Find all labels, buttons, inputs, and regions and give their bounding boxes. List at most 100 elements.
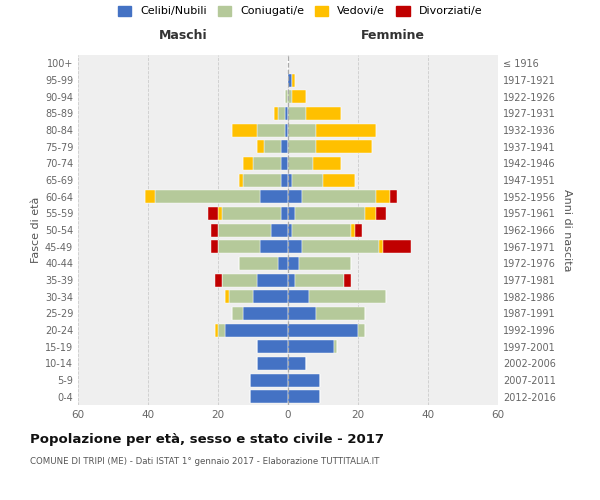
Bar <box>288 374 320 386</box>
Bar <box>274 107 277 120</box>
Bar <box>288 174 292 186</box>
Bar <box>295 274 344 286</box>
Bar <box>316 307 365 320</box>
Bar <box>221 207 281 220</box>
Bar <box>221 274 257 286</box>
Bar <box>316 140 372 153</box>
Bar <box>215 324 218 336</box>
Bar <box>288 224 292 236</box>
Bar <box>257 274 288 286</box>
Bar <box>288 324 358 336</box>
Bar <box>284 124 288 136</box>
Bar <box>288 140 316 153</box>
Bar <box>257 140 263 153</box>
Bar <box>253 290 288 303</box>
Bar <box>379 240 383 253</box>
Bar <box>218 207 221 220</box>
Bar <box>305 107 341 120</box>
Bar <box>288 274 295 286</box>
Bar <box>323 174 355 186</box>
Bar <box>344 274 351 286</box>
Bar <box>288 74 292 86</box>
Bar <box>271 224 288 236</box>
Text: Femmine: Femmine <box>361 28 425 42</box>
Bar <box>229 290 253 303</box>
Bar <box>299 257 351 270</box>
Bar <box>260 240 288 253</box>
Text: Popolazione per età, sesso e stato civile - 2017: Popolazione per età, sesso e stato civil… <box>30 432 384 446</box>
Bar <box>295 207 365 220</box>
Bar <box>355 224 361 236</box>
Bar <box>277 107 284 120</box>
Bar <box>288 207 295 220</box>
Bar <box>376 190 389 203</box>
Bar <box>277 257 288 270</box>
Bar <box>218 224 271 236</box>
Bar <box>288 290 309 303</box>
Bar <box>288 307 316 320</box>
Bar <box>292 90 305 103</box>
Bar <box>284 107 288 120</box>
Bar <box>288 357 305 370</box>
Bar <box>281 140 288 153</box>
Bar <box>309 290 386 303</box>
Bar <box>242 174 281 186</box>
Bar <box>215 274 221 286</box>
Bar <box>292 174 323 186</box>
Bar <box>250 374 288 386</box>
Bar <box>263 140 281 153</box>
Bar <box>211 240 218 253</box>
Bar <box>281 174 288 186</box>
Bar <box>242 307 288 320</box>
Bar <box>365 207 376 220</box>
Bar <box>281 207 288 220</box>
Bar <box>302 240 379 253</box>
Bar <box>288 124 316 136</box>
Bar <box>288 190 302 203</box>
Bar <box>284 90 288 103</box>
Bar <box>292 224 351 236</box>
Text: Maschi: Maschi <box>158 28 208 42</box>
Y-axis label: Anni di nascita: Anni di nascita <box>562 188 572 271</box>
Bar <box>208 207 218 220</box>
Bar <box>313 157 341 170</box>
Bar <box>334 340 337 353</box>
Bar <box>383 240 410 253</box>
Bar <box>288 157 313 170</box>
Bar <box>358 324 365 336</box>
Legend: Celibi/Nubili, Coniugati/e, Vedovi/e, Divorziati/e: Celibi/Nubili, Coniugati/e, Vedovi/e, Di… <box>118 6 482 16</box>
Bar <box>288 90 292 103</box>
Text: COMUNE DI TRIPI (ME) - Dati ISTAT 1° gennaio 2017 - Elaborazione TUTTITALIA.IT: COMUNE DI TRIPI (ME) - Dati ISTAT 1° gen… <box>30 458 379 466</box>
Bar <box>218 324 225 336</box>
Bar <box>242 157 253 170</box>
Bar <box>239 257 277 270</box>
Bar <box>232 307 242 320</box>
Bar <box>239 174 242 186</box>
Bar <box>145 190 155 203</box>
Bar <box>257 124 284 136</box>
Bar <box>232 124 257 136</box>
Bar <box>288 257 299 270</box>
Bar <box>257 340 288 353</box>
Bar <box>250 390 288 403</box>
Bar <box>288 107 305 120</box>
Bar <box>376 207 386 220</box>
Y-axis label: Fasce di età: Fasce di età <box>31 197 41 263</box>
Bar <box>288 390 320 403</box>
Bar <box>351 224 355 236</box>
Bar <box>218 240 260 253</box>
Bar <box>260 190 288 203</box>
Bar <box>288 240 302 253</box>
Bar <box>257 357 288 370</box>
Bar <box>389 190 397 203</box>
Bar <box>288 340 334 353</box>
Bar <box>211 224 218 236</box>
Bar <box>302 190 376 203</box>
Bar <box>225 324 288 336</box>
Bar <box>316 124 376 136</box>
Bar <box>253 157 281 170</box>
Bar <box>155 190 260 203</box>
Bar <box>225 290 229 303</box>
Bar <box>292 74 295 86</box>
Bar <box>281 157 288 170</box>
